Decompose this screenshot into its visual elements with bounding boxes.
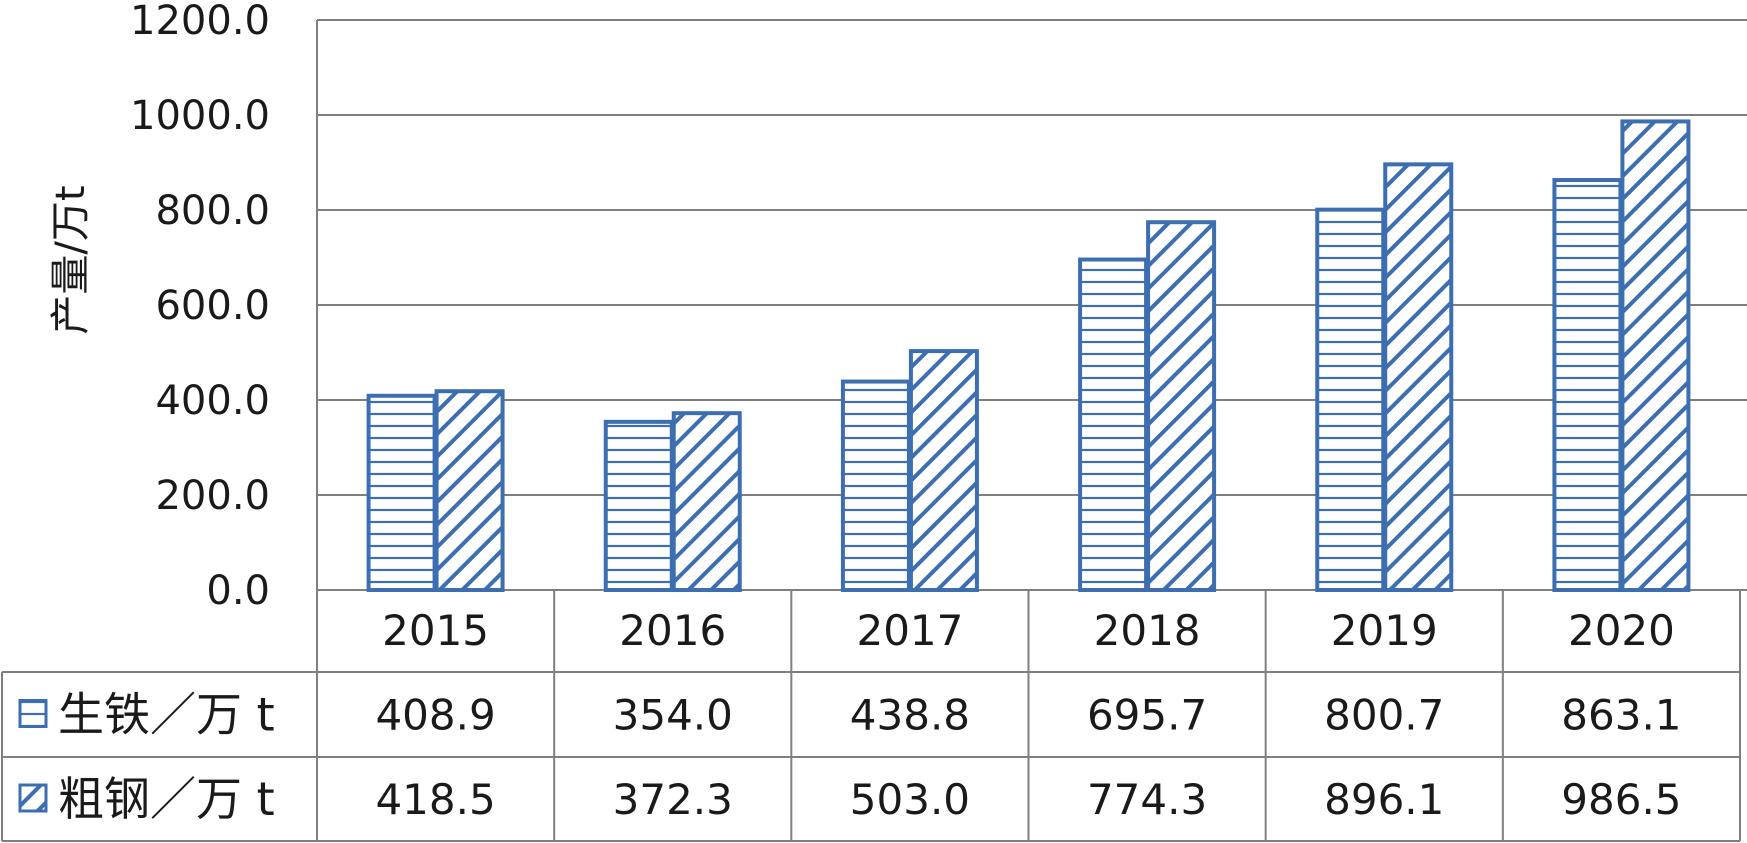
data-label: 896.1 [1324, 775, 1444, 824]
x-tick-label: 2019 [1331, 606, 1438, 655]
data-table: 2015 2016 2017 2018 2019 2020 生铁／万 t 408.9 354.0… [1, 590, 1741, 842]
data-label: 800.7 [1324, 691, 1444, 740]
bar-pig-iron-2018 [1078, 257, 1149, 592]
bar-pig-iron-2017 [840, 379, 911, 592]
bar-crude-steel-2017 [908, 349, 979, 593]
bar-pig-iron-2016 [603, 419, 674, 592]
legend-label: 生铁／万 t [58, 688, 275, 742]
y-tick-label: 800.0 [155, 188, 270, 234]
y-tick-label: 200.0 [155, 473, 270, 519]
gridlines [316, 19, 1747, 591]
bar-pig-iron-2015 [366, 393, 437, 592]
y-axis-label: 产量/万t [48, 185, 94, 334]
y-tick-label: 400.0 [155, 378, 270, 424]
y-tick-label: 1200.0 [130, 0, 270, 44]
bar-pig-iron-2019 [1315, 207, 1386, 592]
x-tick-label: 2020 [1568, 606, 1675, 655]
bars [366, 119, 1691, 593]
data-label: 418.5 [375, 775, 495, 824]
legend-swatch [18, 699, 48, 728]
bar-crude-steel-2016 [671, 411, 742, 592]
x-tick-label: 2016 [619, 606, 726, 655]
y-tick-label: 1000.0 [130, 93, 270, 139]
data-label: 503.0 [850, 775, 970, 824]
bar-crude-steel-2015 [434, 389, 505, 592]
bar-crude-steel-2020 [1620, 119, 1691, 592]
data-label: 695.7 [1087, 691, 1207, 740]
x-tick-label: 2018 [1094, 606, 1201, 655]
x-tick-label: 2015 [382, 606, 489, 655]
bar-pig-iron-2020 [1552, 178, 1623, 592]
y-axis-tick-labels: 0.0 200.0 400.0 600.0 800.0 1000.0 1200.0 [130, 0, 270, 614]
legend-label: 粗钢／万 t [58, 772, 275, 826]
data-label: 438.8 [850, 691, 970, 740]
data-label: 774.3 [1087, 775, 1207, 824]
bar-crude-steel-2019 [1383, 162, 1454, 592]
x-tick-label: 2017 [856, 606, 963, 655]
data-label: 372.3 [613, 775, 733, 824]
bar-crude-steel-2018 [1146, 220, 1217, 593]
data-label: 863.1 [1561, 691, 1681, 740]
legend-swatch [18, 783, 48, 813]
y-tick-label: 600.0 [155, 283, 270, 329]
data-label: 354.0 [613, 691, 733, 740]
y-tick-label: 0.0 [206, 568, 270, 614]
data-label: 408.9 [375, 691, 495, 740]
data-label: 986.5 [1561, 775, 1681, 824]
